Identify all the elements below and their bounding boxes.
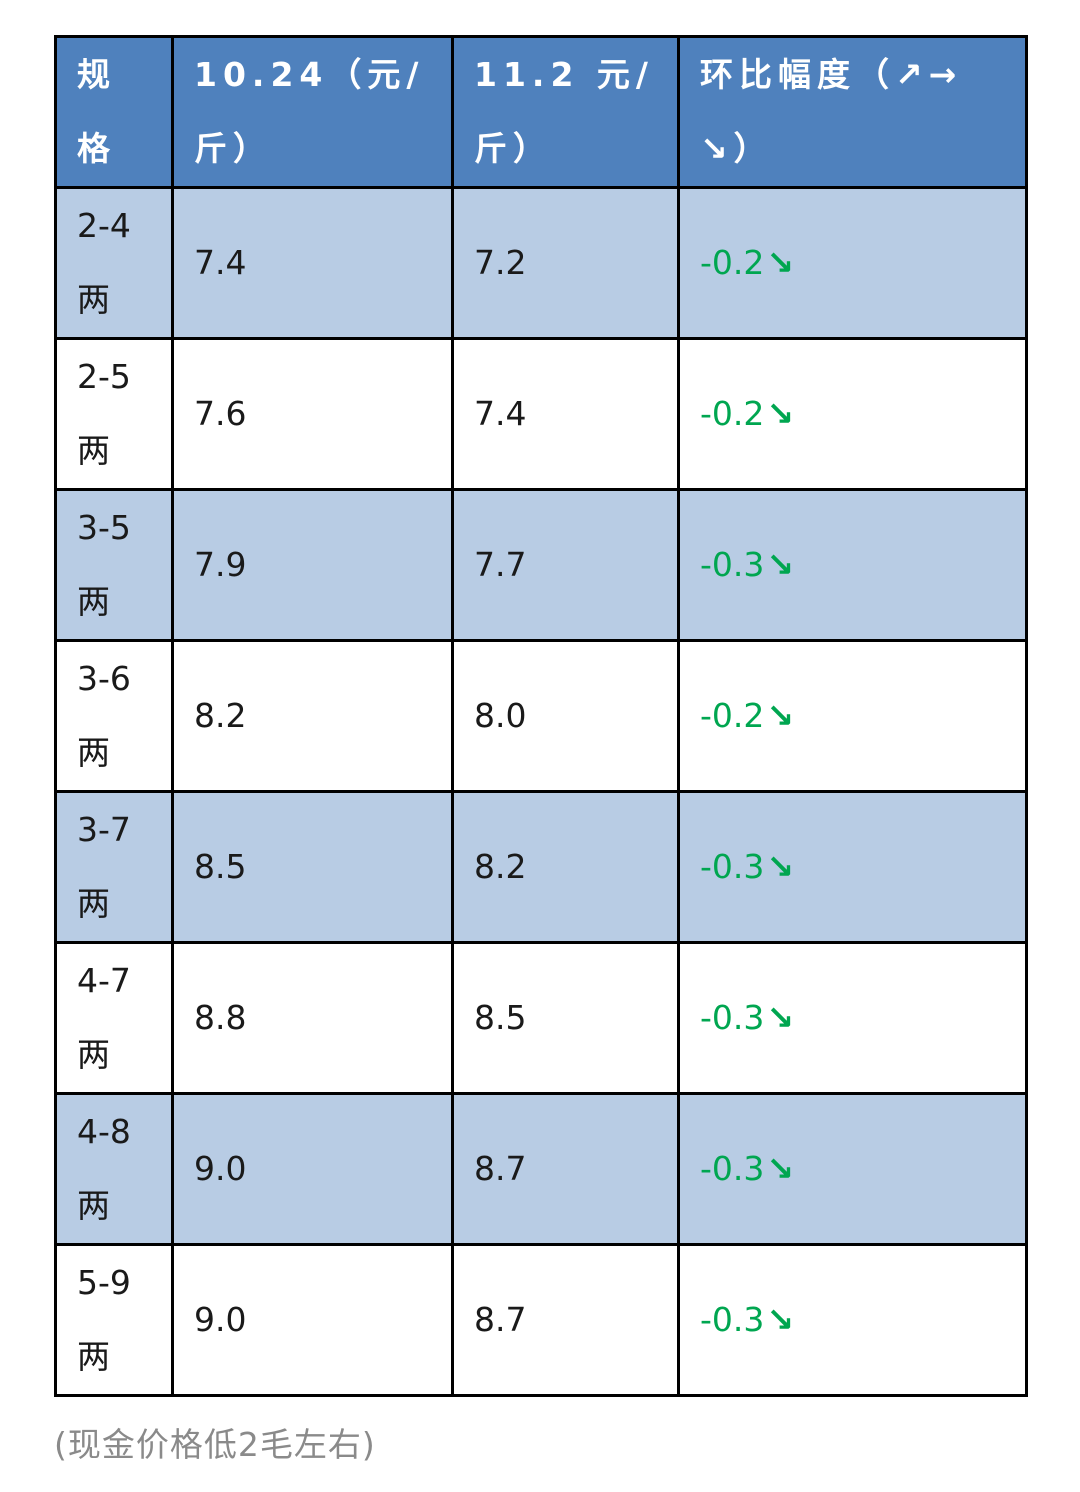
table-row: 2-4两 7.4 7.2 -0.2↘ — [54, 186, 1028, 340]
down-arrow-icon: ↘ — [766, 243, 795, 282]
price-1024-cell: 9.0 — [171, 1092, 454, 1246]
price-1024-cell: 9.0 — [171, 1243, 454, 1397]
price-112-cell: 7.7 — [451, 488, 680, 642]
table-row: 3-6两 8.2 8.0 -0.2↘ — [54, 639, 1028, 793]
change-cell: -0.2↘ — [677, 186, 1028, 340]
table-row: 3-7两 8.5 8.2 -0.3↘ — [54, 790, 1028, 944]
change-value: -0.3 — [700, 1300, 765, 1339]
price-112-cell: 7.4 — [451, 337, 680, 491]
change-cell: -0.3↘ — [677, 941, 1028, 1095]
spec-cell: 3-6两 — [54, 639, 174, 793]
change-cell: -0.2↘ — [677, 639, 1028, 793]
price-112-cell: 8.7 — [451, 1243, 680, 1397]
change-value: -0.3 — [700, 847, 765, 886]
footnote: (现金价格低2毛左右) — [54, 1425, 376, 1464]
down-arrow-icon: ↘ — [766, 847, 795, 886]
spec-cell: 2-4两 — [54, 186, 174, 340]
spec-cell: 4-7两 — [54, 941, 174, 1095]
price-1024-cell: 7.9 — [171, 488, 454, 642]
down-arrow-icon: ↘ — [766, 998, 795, 1037]
spec-cell: 2-5两 — [54, 337, 174, 491]
change-value: -0.2 — [700, 243, 765, 282]
header-change: 环比幅度（↗→↘） — [677, 35, 1028, 189]
down-arrow-icon: ↘ — [766, 394, 795, 433]
down-arrow-icon: ↘ — [766, 1300, 795, 1339]
table-row: 3-5两 7.9 7.7 -0.3↘ — [54, 488, 1028, 642]
spec-cell: 5-9两 — [54, 1243, 174, 1397]
header-price-112: 11.2 元/斤） — [451, 35, 680, 189]
price-112-cell: 8.0 — [451, 639, 680, 793]
change-cell: -0.2↘ — [677, 337, 1028, 491]
price-1024-cell: 7.4 — [171, 186, 454, 340]
change-cell: -0.3↘ — [677, 1092, 1028, 1246]
table-body: 2-4两 7.4 7.2 -0.2↘ 2-5两 7.6 7.4 -0.2↘ 3-… — [54, 186, 1028, 1397]
spec-cell: 4-8两 — [54, 1092, 174, 1246]
price-112-cell: 7.2 — [451, 186, 680, 340]
price-1024-cell: 8.8 — [171, 941, 454, 1095]
change-cell: -0.3↘ — [677, 488, 1028, 642]
price-112-cell: 8.5 — [451, 941, 680, 1095]
table-row: 5-9两 9.0 8.7 -0.3↘ — [54, 1243, 1028, 1397]
change-value: -0.3 — [700, 1149, 765, 1188]
down-arrow-icon: ↘ — [766, 1149, 795, 1188]
price-1024-cell: 8.2 — [171, 639, 454, 793]
price-table: 规格 10.24（元/斤） 11.2 元/斤） 环比幅度（↗→↘） 2-4两 7… — [54, 35, 1028, 1397]
header-price-1024: 10.24（元/斤） — [171, 35, 454, 189]
header-row: 规格 10.24（元/斤） 11.2 元/斤） 环比幅度（↗→↘） — [54, 35, 1028, 189]
down-arrow-icon: ↘ — [766, 545, 795, 584]
change-value: -0.2 — [700, 696, 765, 735]
down-arrow-icon: ↘ — [766, 696, 795, 735]
header-spec: 规格 — [54, 35, 174, 189]
change-cell: -0.3↘ — [677, 790, 1028, 944]
price-1024-cell: 7.6 — [171, 337, 454, 491]
price-112-cell: 8.7 — [451, 1092, 680, 1246]
change-value: -0.2 — [700, 394, 765, 433]
table-row: 4-8两 9.0 8.7 -0.3↘ — [54, 1092, 1028, 1246]
price-1024-cell: 8.5 — [171, 790, 454, 944]
change-value: -0.3 — [700, 545, 765, 584]
price-112-cell: 8.2 — [451, 790, 680, 944]
change-value: -0.3 — [700, 998, 765, 1037]
table-row: 2-5两 7.6 7.4 -0.2↘ — [54, 337, 1028, 491]
table-header: 规格 10.24（元/斤） 11.2 元/斤） 环比幅度（↗→↘） — [54, 35, 1028, 189]
spec-cell: 3-7两 — [54, 790, 174, 944]
spec-cell: 3-5两 — [54, 488, 174, 642]
table-row: 4-7两 8.8 8.5 -0.3↘ — [54, 941, 1028, 1095]
change-cell: -0.3↘ — [677, 1243, 1028, 1397]
